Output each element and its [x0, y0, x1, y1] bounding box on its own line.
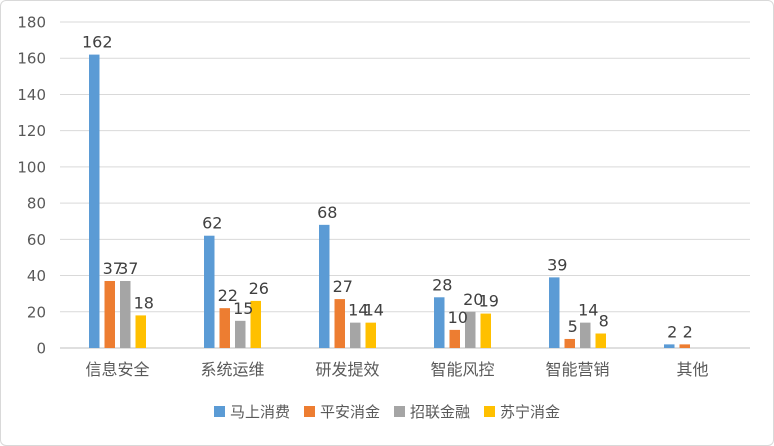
- bar: [250, 300, 261, 348]
- x-category-label: 信息安全: [85, 360, 149, 379]
- data-label: 19: [479, 292, 499, 311]
- data-label: 14: [348, 301, 368, 320]
- y-tick-label: 120: [17, 122, 46, 140]
- data-label: 26: [249, 279, 269, 298]
- data-label: 14: [364, 301, 384, 320]
- bar: [664, 344, 675, 348]
- bar: [449, 329, 460, 348]
- bar: [365, 322, 376, 348]
- y-tick-label: 180: [17, 14, 46, 32]
- bar: [334, 299, 345, 348]
- y-tick-label: 80: [27, 195, 46, 213]
- bar: [549, 277, 560, 348]
- bar: [679, 344, 690, 348]
- bars: [89, 54, 690, 348]
- legend-swatch: [394, 405, 405, 417]
- gridlines: [60, 21, 750, 349]
- x-axis-category-labels: 信息安全 系统运维 研发提效 智能风控 智能营销 其他: [85, 360, 708, 379]
- y-axis-tick-labels: 0 20 40 60 80 100 120 140 160 180: [17, 14, 46, 358]
- data-label: 20: [463, 290, 483, 309]
- y-tick-label: 140: [17, 86, 46, 104]
- data-label: 37: [118, 259, 138, 278]
- data-label: 28: [432, 275, 452, 294]
- bar: [595, 333, 606, 348]
- bar: [434, 297, 445, 348]
- bar: [564, 338, 575, 348]
- data-label: 2: [667, 322, 677, 341]
- legend-swatch: [303, 405, 315, 417]
- data-label: 18: [134, 293, 154, 312]
- legend-label: 马上消费: [229, 402, 290, 421]
- legend-item: 马上消费: [213, 401, 290, 422]
- legend-item: 平安消金: [303, 401, 380, 422]
- data-label: 68: [317, 203, 337, 222]
- x-category-label: 智能风控: [430, 360, 494, 379]
- bar: [319, 224, 330, 348]
- bar: [580, 322, 591, 348]
- legend-item: 苏宁消金: [484, 401, 560, 422]
- legend-swatch: [484, 405, 496, 417]
- legend-item: 招联金融: [394, 401, 470, 422]
- data-label: 39: [547, 255, 567, 274]
- y-tick-label: 20: [27, 303, 46, 321]
- bar: [480, 313, 491, 348]
- legend-swatch: [213, 405, 225, 417]
- bar: [104, 280, 115, 348]
- data-label: 10: [448, 308, 468, 327]
- bar: [350, 322, 361, 348]
- bar: [219, 308, 230, 348]
- legend-label: 平安消金: [319, 402, 380, 421]
- bar: [120, 280, 131, 348]
- x-category-label: 研发提效: [315, 360, 379, 379]
- x-category-label: 智能营销: [545, 360, 609, 379]
- y-tick-label: 160: [17, 50, 46, 68]
- x-category-label: 系统运维: [200, 360, 264, 379]
- bar: [235, 320, 246, 348]
- bar: [89, 54, 100, 348]
- y-tick-label: 100: [17, 158, 46, 176]
- data-label: 22: [218, 286, 238, 305]
- y-tick-label: 40: [27, 267, 46, 285]
- y-tick-label: 0: [36, 340, 46, 358]
- y-tick-label: 60: [27, 231, 46, 249]
- legend-label: 苏宁消金: [500, 402, 561, 421]
- data-label: 5: [568, 317, 578, 336]
- data-label: 62: [202, 214, 222, 233]
- data-label: 2: [683, 322, 693, 341]
- data-label: 15: [233, 299, 253, 318]
- bar: [135, 315, 146, 348]
- data-label: 27: [333, 277, 353, 296]
- legend: 马上消费 平安消金 招联金融 苏宁消金: [0, 398, 774, 424]
- data-label: 37: [103, 259, 123, 278]
- bar: [204, 235, 215, 348]
- data-label: 162: [82, 33, 113, 52]
- x-category-label: 其他: [676, 360, 708, 379]
- legend-label: 招联金融: [410, 402, 471, 421]
- data-label: 14: [578, 301, 598, 320]
- bar: [465, 311, 476, 348]
- data-label: 8: [599, 312, 609, 331]
- data-labels: 1623737186222152668271414281020193951482…: [82, 33, 693, 342]
